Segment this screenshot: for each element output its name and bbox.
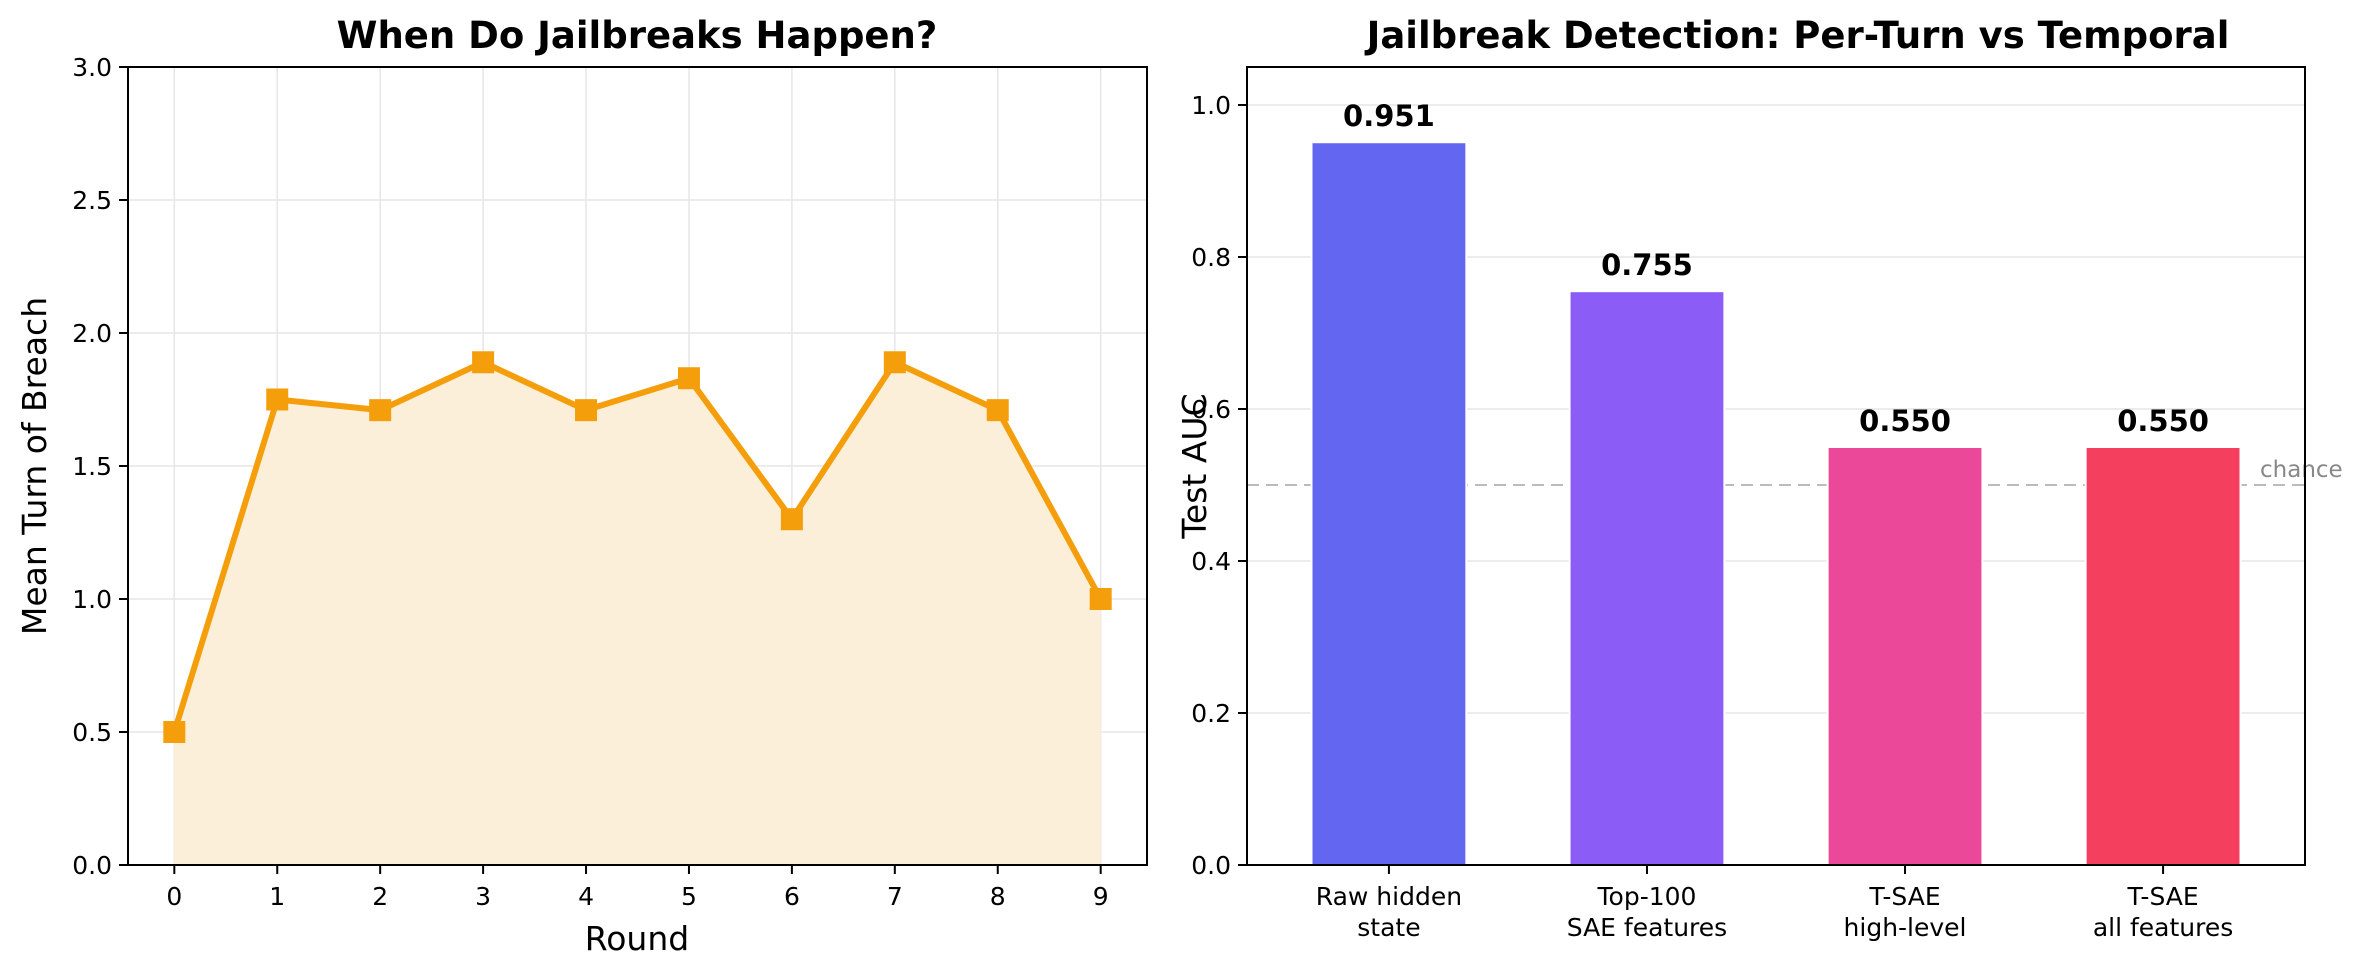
chart1-data-point [677, 367, 700, 390]
chart2-y-tick-label: 0.0 [1191, 851, 1231, 880]
chart2-y-tick-label: 0.6 [1191, 395, 1231, 424]
chart1-x-tick-label: 0 [166, 882, 182, 911]
chart1-x-tick-label: 7 [887, 882, 903, 911]
chart2-title: Jailbreak Detection: Per-Turn vs Tempora… [1364, 14, 2230, 57]
chart1-x-tick-label: 5 [681, 882, 697, 911]
chart1-x-tick-label: 8 [990, 882, 1006, 911]
chart1-x-tick-label: 6 [784, 882, 800, 911]
chart1-data-point [1089, 588, 1112, 610]
chart1-data-point [266, 388, 289, 411]
chart1-y-tick-label: 3.0 [72, 53, 112, 82]
chart2-axes-frame [1246, 66, 2306, 866]
chart1-x-tick-label: 9 [1093, 882, 1109, 911]
chart1-series-line [171, 359, 1104, 733]
chart2-bars [1310, 141, 2242, 867]
chart2-bar [1568, 290, 1726, 866]
chart1-y-tick-label: 0.5 [72, 718, 112, 747]
chart1-x-tick-label: 2 [372, 882, 388, 911]
detection-auc-chart: Jailbreak Detection: Per-Turn vs Tempora… [1175, 14, 2343, 942]
chart2-y-tick-label: 0.4 [1191, 547, 1231, 576]
chart1-y-tick-label: 0.0 [72, 851, 112, 880]
chart1-area-fill [174, 362, 1101, 865]
chart2-y-tick-label: 0.8 [1191, 243, 1231, 272]
chart2-y-tick-label: 1.0 [1191, 91, 1231, 120]
chart1-y-tick-label: 1.0 [72, 585, 112, 614]
chart1-data-point [369, 399, 392, 422]
chart2-x-ticks: Raw hidden state Top-100 SAE features T-SAE h… [1316, 865, 2233, 942]
chart2-y-ticks: 0.0 0.2 0.4 0.6 0.8 1.0 [1191, 91, 1247, 880]
chart1-y-tick-label: 2.5 [72, 186, 112, 215]
chart1-title: When Do Jailbreaks Happen? [337, 14, 938, 57]
chart2-bar-value-label: 0.951 [1343, 99, 1435, 133]
chart1-data-point [883, 351, 906, 374]
chart1-data-point [575, 399, 598, 422]
chart1-data-point [780, 508, 803, 531]
chart2-x-tick-label: Raw hidden state [1316, 882, 1462, 942]
chart2-bar [1310, 141, 1468, 867]
chart1-x-ticks: 0 1 2 3 4 5 6 7 8 9 [166, 865, 1109, 911]
chart1-y-tick-label: 1.5 [72, 452, 112, 481]
chart2-bar [1826, 446, 1984, 866]
chart1-x-tick-label: 1 [269, 882, 285, 911]
chart1-x-tick-label: 4 [578, 882, 594, 911]
chart2-y-axis-label: Test AUC [1175, 393, 1214, 539]
chart1-data-point [163, 721, 186, 743]
chart2-x-tick-label: T-SAE high-level [1844, 882, 1967, 942]
chance-label: chance [2260, 457, 2343, 483]
chart2-bar-value-label: 0.550 [2117, 404, 2209, 438]
chart1-points [163, 351, 1112, 743]
chart2-value-labels: 0.951 0.755 0.550 0.550 [1343, 99, 2209, 438]
chart2-x-tick-label: Top-100 SAE features [1567, 882, 1727, 942]
chart2-y-tick-label: 0.2 [1191, 699, 1231, 728]
chart1-x-tick-label: 3 [475, 882, 491, 911]
breach-round-chart: When Do Jailbreaks Happen? 0 1 2 3 4 5 6 7 8 9 0.… [15, 14, 1148, 958]
chart1-y-tick-label: 2.0 [72, 319, 112, 348]
chart2-bar [2084, 446, 2242, 866]
chart2-x-tick-label: T-SAE all features [2093, 882, 2233, 942]
chart1-y-ticks: 0.0 0.5 1.0 1.5 2.0 2.5 3.0 [72, 53, 128, 880]
chart1-data-point [986, 399, 1009, 422]
chart1-data-point [472, 351, 495, 374]
chart2-bar-value-label: 0.755 [1601, 248, 1693, 282]
chart2-bar-value-label: 0.550 [1859, 404, 1951, 438]
chart1-x-axis-label: Round [585, 919, 689, 958]
chart1-y-axis-label: Mean Turn of Breach [15, 297, 54, 635]
